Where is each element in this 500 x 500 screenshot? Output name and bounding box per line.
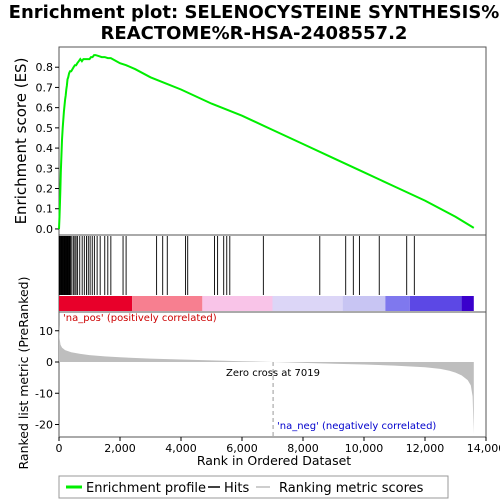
legend-hits-label: Hits — [224, 481, 249, 496]
chart-title-line2: REACTOME%R-HSA-2408557.2 — [101, 23, 408, 44]
pos-label: 'na_pos' (positively correlated) — [63, 313, 217, 324]
es-panel-frame — [58, 46, 487, 236]
x-tick-label: 0 — [56, 442, 63, 455]
es-y-tick-label: 0.5 — [36, 122, 54, 135]
metric-y-tick-label: 0 — [46, 356, 53, 369]
x-tick-label: 10,000 — [345, 442, 384, 455]
es-y-tick-label: 0.6 — [36, 102, 54, 115]
metric-panel-frame — [58, 311, 487, 438]
color-band — [202, 296, 273, 311]
es-y-tick-label: 0.3 — [36, 162, 54, 175]
enrichment-profile-line — [58, 54, 475, 229]
metric-y-axis: -20 -10 0 10 — [35, 325, 59, 432]
color-band — [272, 296, 343, 311]
legend-enrichment-label: Enrichment profile — [86, 481, 206, 496]
metric-y-tick-label: 10 — [39, 325, 53, 338]
es-y-axis-label: Enrichment score (ES) — [12, 58, 30, 225]
x-axis-label: Rank in Ordered Dataset — [197, 453, 351, 468]
metric-y-axis-label: Ranked list metric (PreRanked) — [16, 277, 31, 470]
hit-markers — [58, 236, 415, 295]
metric-x-axis: 0 2,000 4,000 6,000 8,000 10,000 12,000 14,000 — [56, 437, 500, 455]
color-band — [342, 296, 386, 311]
es-y-tick-label: 0.1 — [36, 203, 54, 216]
metric-y-tick-label: -10 — [35, 387, 53, 400]
color-band — [59, 296, 133, 311]
color-band — [409, 296, 462, 311]
x-tick-label: 12,000 — [406, 442, 445, 455]
color-band — [385, 296, 410, 311]
es-y-axis: 0.0 0.1 0.2 0.3 0.4 0.5 0.6 0.7 0.8 — [36, 61, 59, 236]
es-y-tick-label: 0.7 — [36, 81, 54, 94]
legend-box — [58, 475, 449, 499]
es-y-tick-label: 0.2 — [36, 183, 54, 196]
x-tick-label: 14,000 — [467, 442, 500, 455]
legend-metric-label: Ranking metric scores — [279, 481, 424, 496]
color-band — [461, 296, 474, 311]
es-y-tick-label: 0.8 — [36, 61, 54, 74]
es-y-tick-label: 0.0 — [36, 223, 54, 236]
x-tick-label: 6,000 — [226, 442, 258, 455]
rank-color-bar — [59, 296, 474, 311]
chart-title-line1: Enrichment plot: SELENOCYSTEINE SYNTHESI… — [9, 2, 500, 23]
metric-y-tick-label: -20 — [35, 419, 53, 432]
color-band — [132, 296, 203, 311]
neg-label: 'na_neg' (negatively correlated) — [277, 421, 436, 432]
x-tick-label: 8,000 — [287, 442, 319, 455]
es-y-tick-label: 0.4 — [36, 142, 54, 155]
zero-cross-label: Zero cross at 7019 — [226, 368, 320, 379]
x-tick-label: 2,000 — [104, 442, 136, 455]
x-tick-label: 4,000 — [165, 442, 197, 455]
